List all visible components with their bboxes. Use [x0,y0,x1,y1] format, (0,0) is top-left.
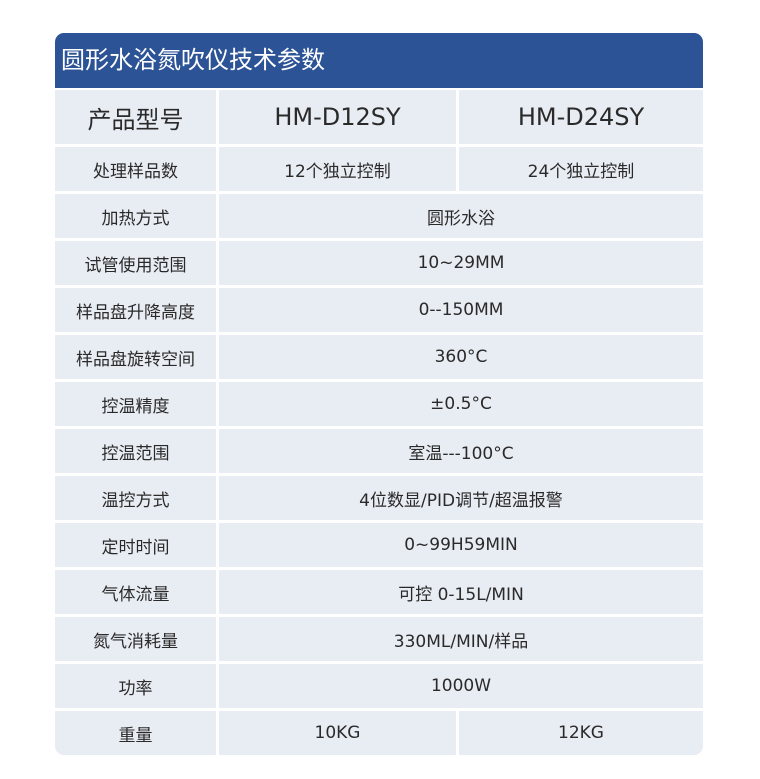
row-label: 功率 [55,664,216,708]
row-label: 气体流量 [55,570,216,614]
row-label: 控温精度 [55,382,216,426]
row-label: 样品盘旋转空间 [55,335,216,379]
row-label: 定时时间 [55,523,216,567]
row-label: 处理样品数 [55,147,216,191]
table-title: 圆形水浴氮吹仪技术参数 [55,33,703,88]
row-label: 样品盘升降高度 [55,288,216,332]
row-value: 330ML/MIN/样品 [219,617,703,661]
row-value: ±0.5°C [219,382,703,426]
row-value-1: 12个独立控制 [219,147,456,191]
row-label: 控温范围 [55,429,216,473]
row-label: 温控方式 [55,476,216,520]
row-value-2: 24个独立控制 [459,147,703,191]
row-value-1: 10KG [219,711,456,755]
row-value-2: 12KG [459,711,703,755]
spec-table: 圆形水浴氮吹仪技术参数 产品型号 HM-D12SY HM-D24SY 处理样品数… [55,33,703,755]
row-value: 0~99H59MIN [219,523,703,567]
model-1: HM-D12SY [219,90,456,144]
row-label: 加热方式 [55,194,216,238]
row-value: 4位数显/PID调节/超温报警 [219,476,703,520]
row-value: 室温---100°C [219,429,703,473]
model-label: 产品型号 [55,90,216,144]
spec-grid: 产品型号 HM-D12SY HM-D24SY 处理样品数 12个独立控制 24个独立… [55,88,703,755]
row-value: 10~29MM [219,241,703,285]
row-value: 1000W [219,664,703,708]
model-2: HM-D24SY [459,90,703,144]
row-label: 重量 [55,711,216,755]
row-value: 0--150MM [219,288,703,332]
row-value: 可控 0-15L/MIN [219,570,703,614]
row-label: 氮气消耗量 [55,617,216,661]
row-value: 360°C [219,335,703,379]
row-value: 圆形水浴 [219,194,703,238]
row-label: 试管使用范围 [55,241,216,285]
